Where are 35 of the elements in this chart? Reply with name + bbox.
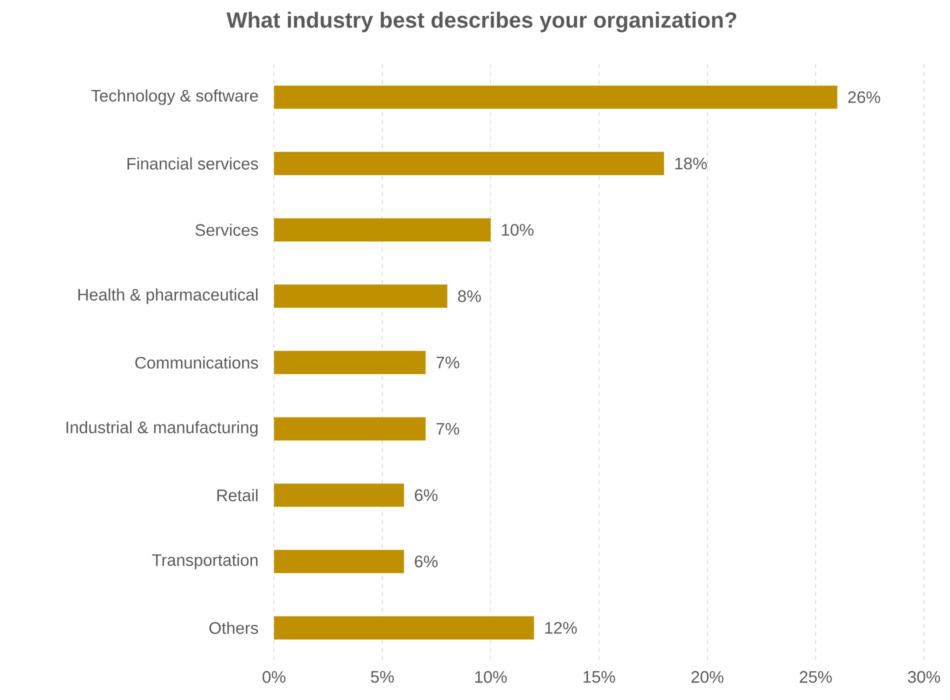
y-tick-label: Industrial & manufacturing xyxy=(66,421,258,437)
data-label: 12% xyxy=(545,622,577,634)
bar xyxy=(274,417,426,440)
data-label: 6% xyxy=(414,489,438,502)
data-label: 8% xyxy=(458,290,481,302)
y-tick-label: Transportation xyxy=(152,554,258,570)
y-tick-label: Retail xyxy=(217,489,258,502)
bar xyxy=(274,550,404,574)
x-tick-label: 5% xyxy=(370,671,394,683)
y-tick-label: Services xyxy=(195,224,258,236)
y-tick-label: Financial services xyxy=(128,157,258,170)
x-tick-label: 10% xyxy=(475,671,507,683)
bar xyxy=(274,284,448,308)
x-tick-label: 30% xyxy=(908,671,940,683)
y-tick-label: Technology & software xyxy=(91,89,258,105)
y-tick-label: Health & pharmaceutical xyxy=(78,288,258,304)
data-label: 7% xyxy=(436,423,460,435)
bar xyxy=(274,350,426,374)
bar xyxy=(274,218,491,242)
data-label: 7% xyxy=(436,356,460,368)
data-label: 10% xyxy=(502,224,534,236)
data-label: 6% xyxy=(414,556,438,568)
bar xyxy=(274,484,404,507)
y-tick-label: Others xyxy=(209,622,258,634)
data-label: 26% xyxy=(848,91,880,104)
y-tick-label: Communications xyxy=(135,356,258,369)
data-label: 18% xyxy=(675,158,707,170)
bar xyxy=(274,616,534,640)
chart-title: What industry best describes your organization? xyxy=(226,12,736,32)
x-tick-label: 25% xyxy=(800,671,832,683)
bar xyxy=(274,86,838,109)
x-tick-label: 15% xyxy=(584,671,616,683)
bar xyxy=(274,152,664,176)
x-tick-label: 0% xyxy=(262,671,286,683)
x-tick-label: 20% xyxy=(691,671,724,683)
